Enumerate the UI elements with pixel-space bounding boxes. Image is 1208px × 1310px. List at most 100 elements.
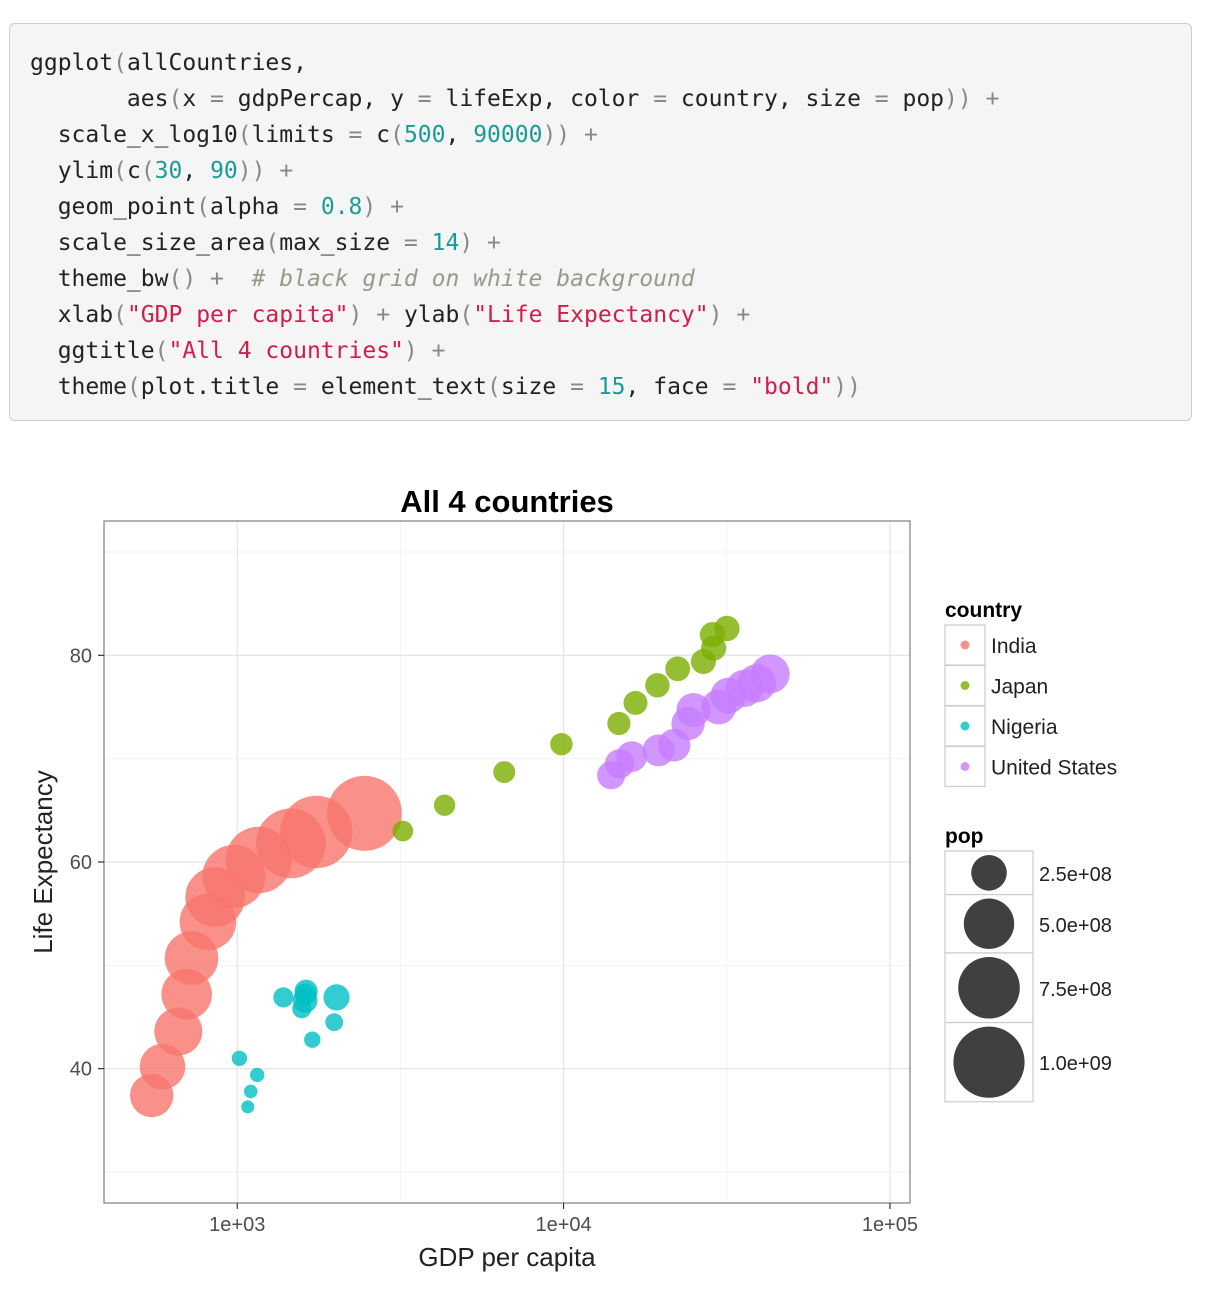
data-point-nigeria <box>292 999 312 1019</box>
data-point-japan <box>623 690 648 715</box>
code-token: )) <box>237 158 266 184</box>
data-point-india <box>161 969 212 1020</box>
code-line: scale_size_area(max_size = 14) + <box>30 225 501 261</box>
legend-label: Nigeria <box>991 716 1058 739</box>
code-token: 90 <box>210 158 238 184</box>
code-token: ( <box>140 158 155 184</box>
data-point-japan <box>690 649 716 674</box>
y-axis-title: Life Expectancy <box>28 770 58 954</box>
code-token <box>362 302 376 328</box>
code-line: ggtitle("All 4 countries") + <box>30 333 446 369</box>
code-token: + <box>279 158 294 184</box>
code-token: "All 4 countries" <box>168 338 404 364</box>
legend-size-label: 2.5e+08 <box>1039 864 1112 886</box>
legend-key-united-states <box>960 762 970 771</box>
data-point-nigeria <box>273 987 294 1008</box>
data-point-united-states <box>701 689 737 725</box>
data-point-india <box>154 1007 203 1056</box>
code-line: theme(plot.title = element_text(size = 1… <box>30 369 861 405</box>
code-token: 14 <box>431 230 460 256</box>
code-line: ylim(c(30, 90)) + <box>30 153 294 189</box>
y-tick-label: 40 <box>70 1059 92 1081</box>
code-token: + <box>584 122 598 148</box>
code-token: ( <box>126 374 141 400</box>
code-token: 90000 <box>473 122 543 148</box>
legend-title-country: country <box>945 599 1022 622</box>
grid-lines <box>104 521 910 1203</box>
data-point-nigeria <box>243 1084 258 1099</box>
code-token: ( <box>196 194 211 220</box>
code-token: = <box>417 86 432 112</box>
code-token: = <box>348 122 363 148</box>
scatter-chart: 1e+03 1e+04 1e+05 40 60 80 All 4 countries GDP … <box>28 484 1117 1272</box>
code-token: ) <box>348 302 363 328</box>
x-axis-title: GDP per capita <box>418 1242 596 1272</box>
x-tick-label: 1e+05 <box>862 1214 918 1236</box>
legend-key-japan <box>960 681 970 690</box>
code-token: limits <box>251 122 349 148</box>
code-token: ( <box>113 50 127 76</box>
code-token: = <box>293 374 307 400</box>
code-token: country, size <box>667 86 875 112</box>
code-token: () <box>168 266 197 292</box>
code-token: + <box>210 266 224 292</box>
code-token: ( <box>459 302 474 328</box>
code-token: , face <box>625 374 723 400</box>
legend-key-india <box>960 640 970 650</box>
code-token: = <box>403 230 418 256</box>
code-token <box>736 374 750 400</box>
x-tick-label: 1e+04 <box>536 1214 592 1236</box>
code-token: ) <box>362 194 377 220</box>
code-line: xlab("GDP per capita") + ylab("Life Expe… <box>30 297 751 333</box>
code-token: + <box>376 302 391 328</box>
code-token: = <box>293 194 307 220</box>
code-token: size <box>500 374 571 400</box>
code-token <box>196 266 210 292</box>
legend-label: Japan <box>991 676 1048 699</box>
code-token: + <box>487 230 501 256</box>
code-token: + <box>390 194 404 220</box>
code-token <box>570 122 584 148</box>
code-block: ggplot(allCountries, aes(x = gdpPercap, … <box>9 23 1192 421</box>
code-token: 30 <box>154 158 183 184</box>
code-token <box>265 158 279 184</box>
code-token: plot.title <box>140 374 294 400</box>
data-point-japan <box>392 820 414 842</box>
data-point-nigeria <box>250 1067 265 1083</box>
code-token: = <box>653 86 668 112</box>
code-token: theme <box>30 374 127 400</box>
legend-size-label: 1.0e+09 <box>1039 1053 1112 1075</box>
code-token: "bold" <box>750 374 834 400</box>
data-point-japan <box>665 656 691 682</box>
code-token: alpha <box>210 194 294 220</box>
data-point-nigeria <box>241 1100 255 1114</box>
code-line: theme_bw() + # black grid on white backg… <box>30 261 695 297</box>
legend-size-circle <box>958 956 1020 1019</box>
code-token: = <box>210 86 224 112</box>
legend-size-circle <box>953 1026 1025 1098</box>
code-token: max_size <box>279 230 404 256</box>
code-token: x <box>182 86 211 112</box>
code-token: theme_bw <box>30 266 169 292</box>
code-token: geom_point <box>30 194 197 220</box>
code-token: "GDP per capita" <box>126 302 349 328</box>
code-token: )) <box>833 374 861 400</box>
code-token: = <box>722 374 737 400</box>
code-token <box>224 266 252 292</box>
code-token: ggplot <box>30 50 114 76</box>
data-point-japan <box>550 733 573 756</box>
x-tick-label: 1e+03 <box>209 1214 265 1236</box>
code-token <box>972 86 986 112</box>
legend-size-label: 7.5e+08 <box>1039 979 1112 1001</box>
code-token: ( <box>113 302 127 328</box>
y-tick-label: 60 <box>70 852 92 874</box>
code-token <box>376 194 390 220</box>
code-token: "Life Expectancy" <box>473 302 709 328</box>
data-point-india <box>130 1073 174 1118</box>
code-token: + <box>985 86 1000 112</box>
code-line: ggplot(allCountries, <box>30 45 307 81</box>
code-token: = <box>570 374 584 400</box>
data-point-japan <box>645 673 670 698</box>
code-token: ( <box>168 86 183 112</box>
legend-label: United States <box>991 757 1117 780</box>
